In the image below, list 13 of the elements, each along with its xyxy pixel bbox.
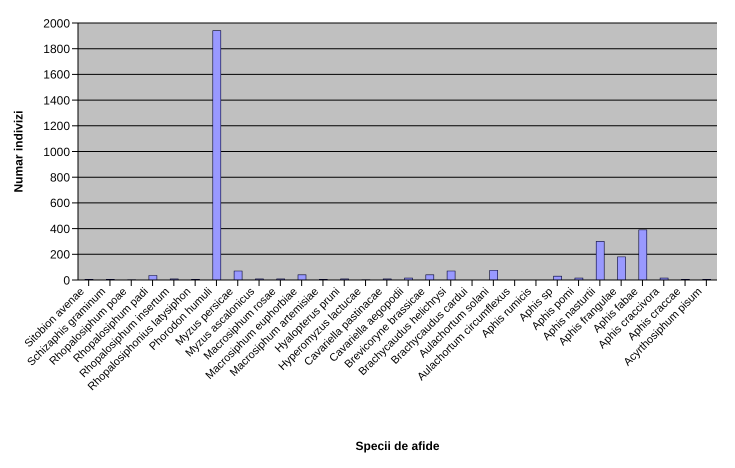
y-tick-label: 400 [50,222,70,236]
y-tick-label: 200 [50,248,70,262]
y-axis-title: Numar indivizi [11,110,26,193]
y-tick-label: 1000 [43,144,70,159]
y-tick-label: 1600 [43,68,70,82]
y-tick-label: 0 [63,273,70,288]
x-axis-title: Specii de afide [355,439,440,453]
y-tick-label: 1200 [43,119,70,134]
y-tick-label: 800 [50,170,70,184]
y-tick-label: 600 [50,196,70,210]
y-tick-label: 1800 [43,42,70,56]
y-tick-label: 1400 [43,93,70,108]
y-tick-label: 2000 [43,16,70,30]
